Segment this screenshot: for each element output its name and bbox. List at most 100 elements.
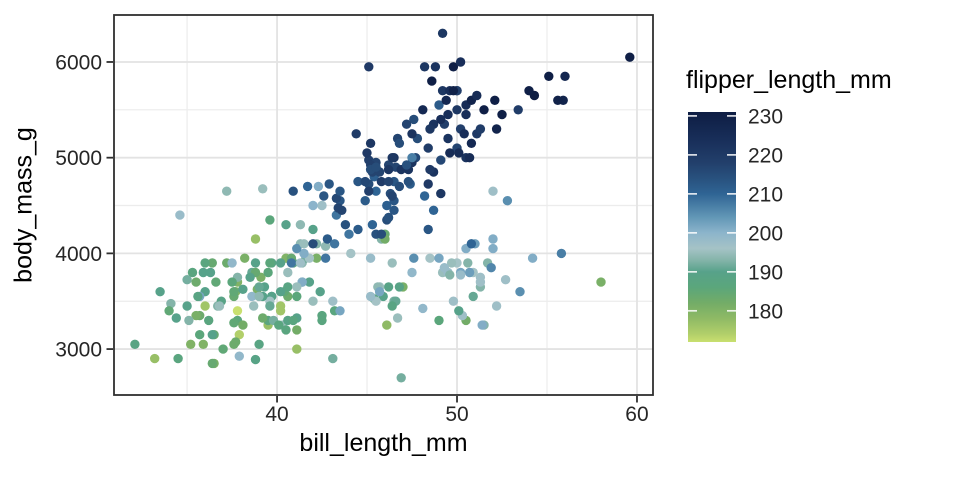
data-point [448, 296, 459, 306]
data-point [227, 258, 237, 268]
data-point [491, 124, 502, 134]
data-point [425, 164, 435, 175]
data-point [250, 354, 261, 365]
data-point [333, 203, 343, 213]
data-point [409, 114, 419, 125]
data-point [295, 220, 306, 230]
data-point [423, 224, 433, 235]
data-point [365, 253, 376, 263]
data-point [322, 234, 333, 244]
data-point [320, 253, 331, 263]
data-point [488, 234, 498, 244]
data-point [448, 86, 459, 96]
data-point [313, 181, 324, 192]
data-point [286, 258, 297, 268]
data-point [166, 298, 176, 309]
data-point [204, 315, 214, 326]
data-point [452, 105, 462, 115]
data-point [218, 344, 228, 354]
data-point [175, 210, 185, 220]
data-point [211, 277, 221, 287]
y-tick-label: 3000 [55, 339, 102, 362]
data-point [182, 301, 192, 311]
data-point [292, 344, 302, 354]
data-point [193, 291, 203, 302]
data-point [340, 220, 351, 230]
data-point [258, 184, 268, 194]
data-point [490, 95, 500, 106]
data-point [191, 277, 201, 287]
colorbar-tick-label: 200 [748, 222, 783, 245]
data-point [281, 325, 291, 335]
data-point [198, 339, 208, 349]
data-point [232, 306, 243, 316]
data-point [596, 277, 606, 287]
data-point [401, 160, 412, 170]
data-point [515, 287, 525, 297]
data-point [419, 191, 430, 201]
data-point [265, 258, 275, 268]
data-point [283, 282, 293, 292]
data-point [486, 263, 496, 273]
data-point [308, 239, 318, 249]
data-point [240, 253, 250, 263]
data-point [288, 315, 298, 326]
data-point [371, 186, 381, 196]
data-point [317, 315, 327, 326]
data-point [387, 153, 397, 163]
data-point [182, 275, 192, 285]
data-point [394, 181, 405, 192]
data-point [150, 353, 160, 364]
data-point [195, 330, 205, 340]
data-point [364, 186, 374, 196]
data-point [250, 234, 261, 244]
data-point [229, 339, 239, 349]
data-point [479, 105, 489, 115]
data-point [466, 138, 477, 148]
data-point [389, 205, 399, 215]
data-point [430, 62, 441, 72]
data-point [374, 287, 385, 297]
points-layer [130, 28, 635, 383]
data-point [409, 253, 419, 263]
data-point [171, 313, 181, 323]
data-point [461, 109, 471, 120]
data-point [382, 320, 392, 330]
data-point [383, 176, 394, 187]
data-point [428, 205, 439, 215]
x-tick-label: 40 [265, 403, 288, 426]
data-point [464, 267, 475, 278]
data-point [446, 258, 457, 268]
data-point [488, 243, 498, 254]
data-point [423, 179, 433, 189]
data-point [434, 100, 444, 110]
data-point [229, 318, 239, 328]
data-point [304, 277, 315, 287]
data-point [308, 224, 318, 235]
data-point [445, 270, 455, 280]
data-point [401, 119, 412, 129]
data-point [423, 143, 433, 153]
data-point [396, 373, 406, 383]
data-point [207, 330, 217, 340]
colorbar-tick-label: 210 [748, 183, 783, 206]
data-point [436, 155, 446, 165]
data-point [472, 90, 482, 101]
data-point [324, 179, 334, 189]
data-point [184, 315, 194, 326]
data-point [376, 229, 387, 239]
data-point [367, 220, 378, 230]
data-point [344, 229, 354, 239]
data-point [292, 325, 302, 335]
data-point [275, 301, 286, 311]
data-point [425, 124, 435, 134]
data-point [308, 296, 318, 306]
data-point [207, 258, 217, 268]
data-point [331, 193, 342, 203]
data-point [387, 301, 397, 311]
data-point [407, 129, 417, 139]
data-point [254, 339, 264, 349]
data-point [625, 52, 635, 62]
data-point [560, 71, 570, 82]
